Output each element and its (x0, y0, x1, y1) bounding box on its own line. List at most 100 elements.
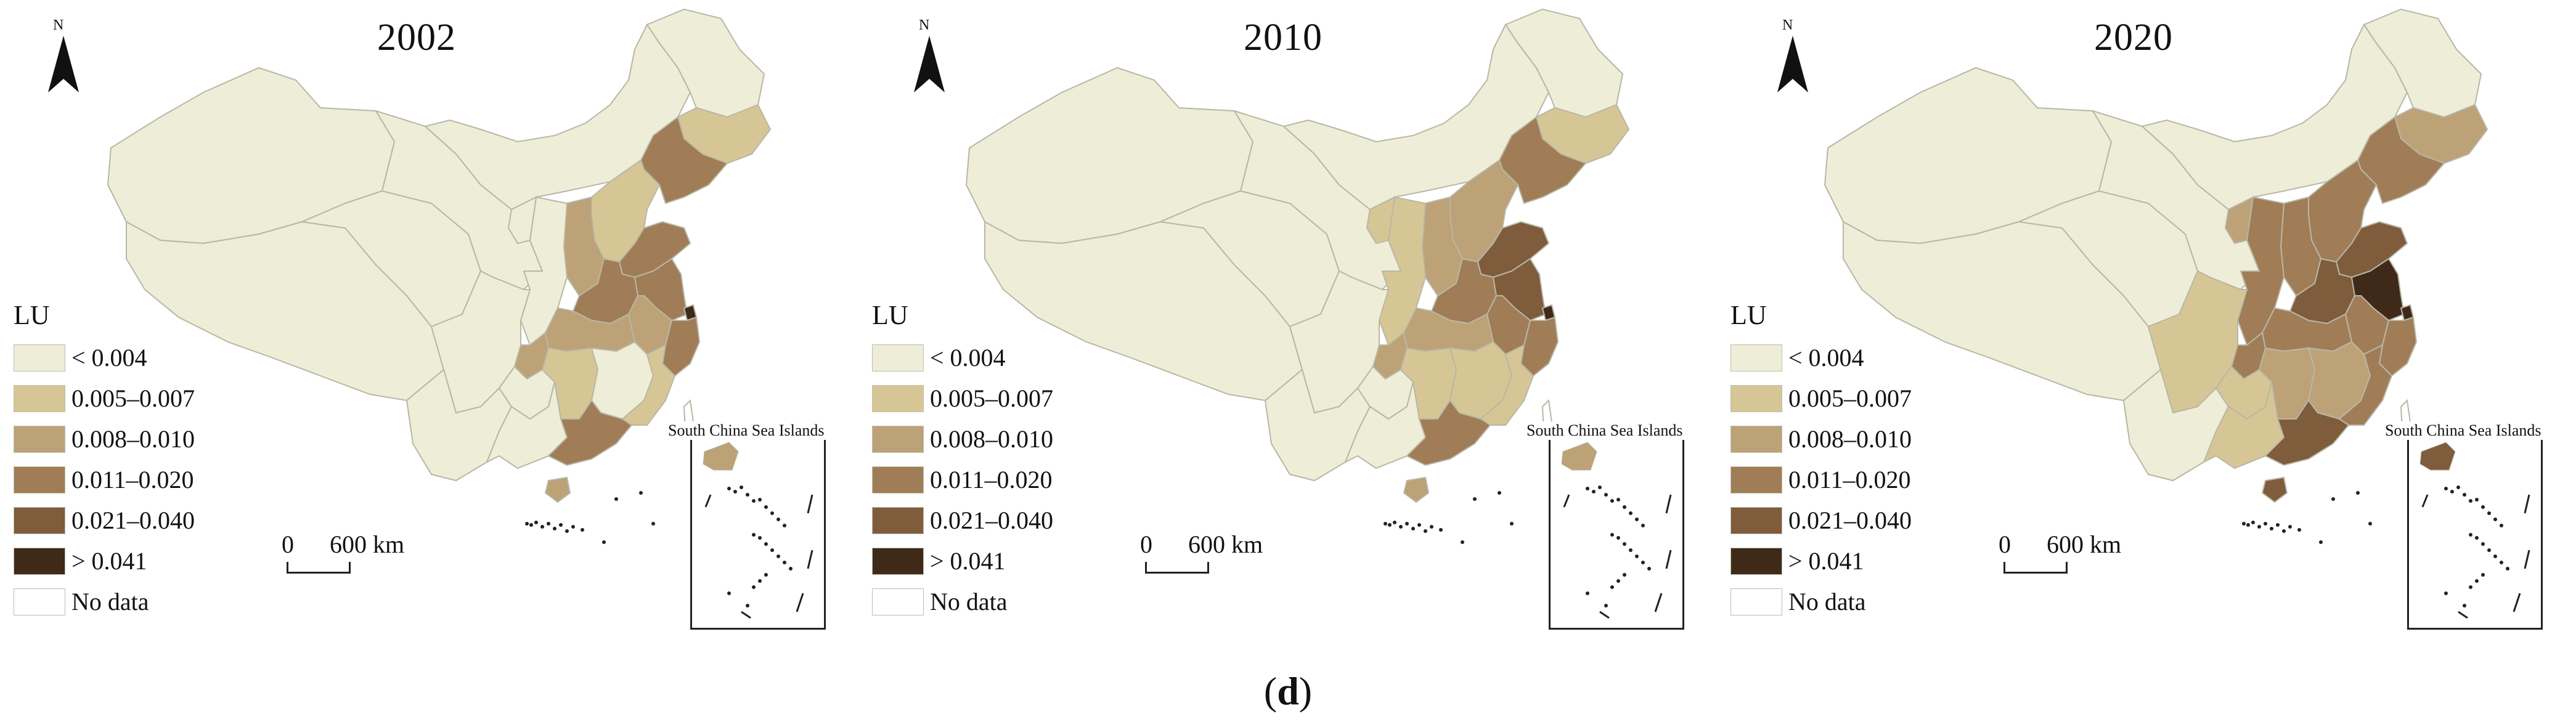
inset-islet (2469, 585, 2472, 589)
inset-islet (2444, 591, 2448, 595)
inset-islet (1604, 493, 1608, 497)
islet-mark (559, 523, 563, 527)
legend-item: 0.021–0.040 (872, 500, 1053, 541)
legend-swatch (14, 548, 65, 575)
legend-label: > 0.041 (1788, 547, 1864, 575)
legend-label: 0.008–0.010 (930, 425, 1053, 453)
legend-label: 0.011–0.020 (71, 466, 194, 493)
inset-islet (1641, 561, 1645, 564)
islet-mark (1405, 522, 1409, 526)
inset-boundary-dash (2524, 494, 2530, 514)
legend-label: No data (71, 588, 149, 615)
inset-boundary-dash (2524, 550, 2530, 569)
province-ningxia (507, 196, 537, 245)
scale-distance: 600 km (330, 530, 405, 558)
legend-item: 0.005–0.007 (14, 378, 195, 419)
scale-zero: 0 (282, 530, 294, 558)
islet-mark (1417, 523, 1421, 527)
islet-mark (2270, 527, 2273, 530)
inset-islet (1635, 554, 1639, 558)
inset-boundary-dash (1665, 494, 1672, 514)
islet-mark (2264, 522, 2267, 526)
inset-boundary-dash (741, 611, 751, 619)
panel-year-label: 2020 (2094, 17, 2173, 59)
province-fujian (621, 344, 676, 426)
legend-label: > 0.041 (930, 547, 1006, 575)
map-panel-2002: 2002 N LU < 0.004 0.005–0.007 0.008–0.010 0… (0, 0, 858, 665)
legend-label: < 0.004 (1788, 344, 1864, 372)
legend-title: LU (1730, 300, 1767, 330)
legend-swatch (1730, 548, 1782, 575)
inset-islet (1629, 548, 1632, 552)
inset-islet (2481, 542, 2485, 546)
inset-islet (764, 505, 768, 509)
inset-islet (758, 579, 762, 583)
north-arrow-icon: N (1771, 17, 1814, 97)
inset-islet (1586, 591, 1589, 595)
legend-swatch (14, 507, 65, 534)
legend-label: > 0.041 (71, 547, 147, 575)
inset-islet (746, 493, 749, 497)
inset-islet (2456, 485, 2460, 489)
legend-item: 0.008–0.010 (872, 419, 1053, 460)
islet-mark (651, 522, 655, 526)
islet-mark (1399, 525, 1403, 529)
legend-item: 0.005–0.007 (872, 378, 1053, 419)
inset-boundary-dash (807, 494, 813, 514)
islet-mark (2356, 491, 2360, 495)
province-guangdong (547, 399, 633, 466)
scale-zero: 0 (1999, 530, 2011, 558)
inset-islet (764, 542, 768, 546)
legend-item: 0.021–0.040 (1730, 500, 1912, 541)
legend-item: > 0.041 (1730, 541, 1912, 582)
islet-mark (529, 523, 533, 527)
legend-item: > 0.041 (872, 541, 1053, 582)
legend-item: 0.011–0.020 (872, 460, 1053, 500)
inset-islet (2475, 579, 2479, 583)
scale-bar: 0 600 km (1991, 530, 2151, 579)
legend-swatch (14, 466, 65, 493)
legend-swatch (14, 385, 65, 412)
scale-bar: 0 600 km (1133, 530, 1293, 579)
legend-label: 0.008–0.010 (1788, 425, 1912, 453)
inset-islet (1623, 542, 1626, 546)
china-map (107, 8, 772, 544)
province-ningxia (1366, 196, 1396, 245)
inset-boundary-dash (807, 550, 813, 569)
legend-label: 0.005–0.007 (71, 384, 195, 412)
province-ningxia (2224, 196, 2254, 245)
map-panel-2010: 2010 N LU < 0.004 0.005–0.007 0.008–0.010 0… (858, 0, 1717, 665)
legend-item: < 0.004 (872, 338, 1053, 378)
scale-distance: 600 km (1188, 530, 1263, 558)
legend-item: 0.008–0.010 (1730, 419, 1912, 460)
panel-year-label: 2002 (377, 17, 456, 59)
islet-mark (2257, 525, 2261, 529)
islet-mark (602, 540, 606, 544)
inset-islet (1610, 499, 1614, 503)
legend-swatch (14, 426, 65, 453)
inset-boundary-dash (1563, 494, 1570, 508)
legend-swatch (872, 507, 924, 534)
legend-item: No data (872, 582, 1053, 622)
caption-close: ) (1298, 669, 1313, 713)
inset-islet (2469, 499, 2472, 503)
islet-mark (2246, 523, 2250, 527)
scale-distance: 600 km (2047, 530, 2122, 558)
south-china-sea-inset (2407, 425, 2543, 630)
legend-label: 0.008–0.010 (71, 425, 195, 453)
south-china-sea-inset (1549, 425, 1684, 630)
islet-mark (1384, 522, 1387, 526)
inset-islet (2493, 518, 2497, 521)
north-arrow-icon: N (908, 17, 951, 97)
inset-islet (740, 485, 743, 489)
legend-swatch (872, 588, 924, 615)
inset-islet (776, 554, 780, 558)
legend-label: 0.005–0.007 (930, 384, 1053, 412)
legend-swatch (1730, 588, 1782, 615)
legend-swatch (872, 548, 924, 575)
inset-islet (764, 573, 768, 577)
inset-islet (727, 487, 731, 490)
north-arrow-icon: N (42, 17, 85, 97)
inset-boundary-dash (1654, 593, 1663, 612)
scale-bar: 0 600 km (274, 530, 434, 579)
